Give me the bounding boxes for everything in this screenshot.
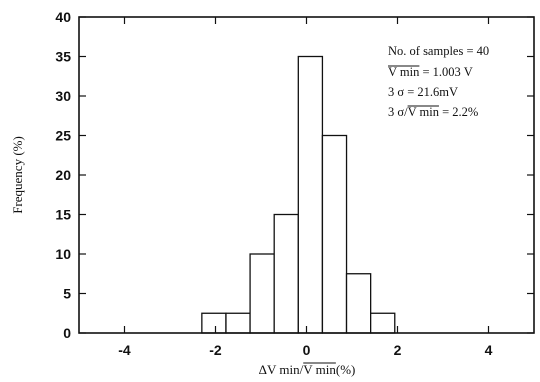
x-tick-label: 4 xyxy=(485,342,493,358)
histogram-bars xyxy=(201,55,396,334)
x-tick-label: 0 xyxy=(303,342,311,358)
histogram-bar-3 xyxy=(249,253,275,334)
y-tick-label: 30 xyxy=(55,88,71,104)
y-tick-label: 15 xyxy=(55,207,71,223)
y-tick-label: 25 xyxy=(55,128,71,144)
y-tick-label: 40 xyxy=(55,9,71,25)
y-tick-label: 0 xyxy=(63,325,71,341)
x-axis-ticks: -4 -2 0 2 4 xyxy=(118,17,493,358)
x-tick-label: -2 xyxy=(209,342,222,358)
x-axis-label: ΔV min/V min(%) xyxy=(259,362,356,377)
histogram-bar-5 xyxy=(297,55,324,334)
x-tick-label: 2 xyxy=(394,342,402,358)
y-tick-label: 5 xyxy=(63,286,71,302)
histogram-bar-2 xyxy=(225,312,251,334)
y-axis-label: Frequency (%) xyxy=(10,136,25,214)
histogram-bar-8 xyxy=(370,312,396,334)
annotation-line-3: 3 σ = 21.6mV xyxy=(388,85,458,99)
histogram-bar-7 xyxy=(345,273,372,334)
y-tick-label: 20 xyxy=(55,167,71,183)
y-axis-ticks: 0 5 10 15 20 25 30 35 40 xyxy=(55,9,534,341)
histogram-bar-6 xyxy=(321,134,348,334)
statistics-annotation: No. of samples = 40 V min = 1.003 V 3 σ = … xyxy=(388,44,489,119)
histogram-bar-4 xyxy=(273,213,299,334)
histogram-bar-1 xyxy=(201,312,227,334)
annotation-line-4: 3 σ/V min = 2.2% xyxy=(388,105,478,119)
y-tick-label: 35 xyxy=(55,49,71,65)
annotation-line-1: No. of samples = 40 xyxy=(388,44,489,58)
annotation-line-2: V min = 1.003 V xyxy=(388,65,473,79)
y-tick-label: 10 xyxy=(55,246,71,262)
x-tick-label: -4 xyxy=(118,342,131,358)
